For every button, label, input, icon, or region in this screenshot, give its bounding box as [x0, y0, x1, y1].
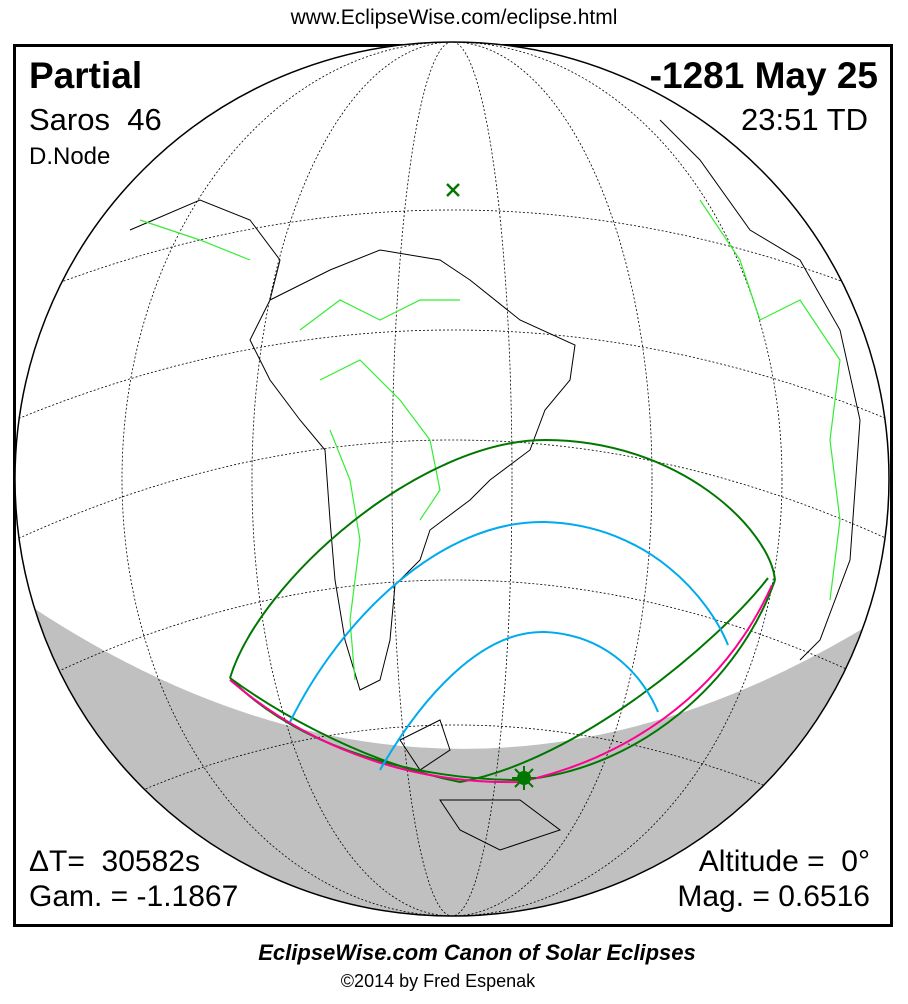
penumbral-limit-north — [229, 438, 776, 679]
footer-title: EclipseWise.com Canon of Solar Eclipses — [258, 940, 696, 965]
gamma: Gam. = -1.1867 — [29, 880, 239, 913]
magnitude-curve-outer — [289, 520, 729, 723]
copyright: ©2014 by Fred Espenak — [340, 971, 536, 991]
graticule — [15, 42, 889, 916]
magnitude-curve-inner — [379, 630, 659, 771]
south-america — [129, 119, 861, 851]
url: www.EclipseWise.com/eclipse.html — [290, 6, 618, 29]
eclipse-date: -1281 May 25 — [649, 55, 878, 96]
eclipse-type: Partial — [29, 55, 143, 96]
country-borders — [139, 199, 841, 681]
altitude: Altitude = 0° — [698, 845, 870, 878]
eclipse-time: 23:51 TD — [741, 102, 868, 137]
node: D.Node — [29, 143, 111, 170]
eclipse-curves — [229, 438, 776, 784]
magnitude: Mag. = 0.6516 — [677, 880, 870, 913]
delta-t: ΔT= 30582s — [29, 845, 200, 878]
saros: Saros 46 — [29, 102, 162, 137]
star-icon — [512, 766, 536, 790]
globe — [15, 42, 889, 916]
x-icon — [446, 183, 460, 197]
